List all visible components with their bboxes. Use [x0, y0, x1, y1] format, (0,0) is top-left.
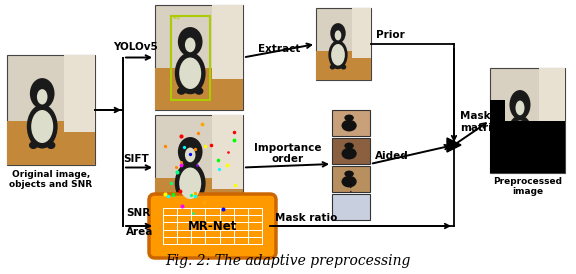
- Bar: [490, 68, 565, 173]
- Bar: [212, 5, 243, 78]
- Ellipse shape: [179, 58, 201, 89]
- Ellipse shape: [179, 167, 201, 199]
- Ellipse shape: [511, 121, 529, 152]
- Bar: [490, 121, 565, 173]
- Text: Fig. 2: The adaptive preprocessing: Fig. 2: The adaptive preprocessing: [165, 254, 411, 268]
- Bar: [332, 138, 370, 164]
- Text: Mask ratio: Mask ratio: [275, 213, 338, 223]
- Ellipse shape: [185, 38, 195, 52]
- Bar: [155, 5, 243, 110]
- Ellipse shape: [516, 101, 525, 115]
- Text: SIFT: SIFT: [123, 153, 149, 164]
- Text: YOLOv5: YOLOv5: [113, 42, 158, 53]
- Ellipse shape: [329, 64, 335, 70]
- Ellipse shape: [30, 78, 55, 109]
- FancyBboxPatch shape: [149, 194, 276, 258]
- Ellipse shape: [178, 137, 203, 166]
- Ellipse shape: [328, 40, 348, 69]
- Text: Original image,
objects and SNR: Original image, objects and SNR: [9, 170, 93, 189]
- Ellipse shape: [195, 198, 203, 205]
- Text: dog: dog: [173, 16, 180, 21]
- Ellipse shape: [344, 115, 354, 121]
- Bar: [539, 68, 565, 141]
- Text: MR-Net: MR-Net: [188, 219, 237, 233]
- Ellipse shape: [177, 87, 186, 95]
- Ellipse shape: [330, 23, 346, 43]
- Bar: [155, 178, 243, 220]
- Ellipse shape: [335, 30, 342, 40]
- Ellipse shape: [178, 27, 203, 56]
- Text: SNR: SNR: [126, 208, 150, 218]
- Ellipse shape: [342, 176, 357, 187]
- Text: Prior: Prior: [376, 30, 405, 40]
- Ellipse shape: [177, 198, 186, 205]
- Ellipse shape: [27, 104, 58, 149]
- Text: Extract: Extract: [258, 44, 301, 53]
- Bar: [332, 194, 370, 220]
- Ellipse shape: [31, 110, 53, 143]
- Bar: [212, 115, 243, 189]
- Text: Preprocessed
image: Preprocessed image: [493, 177, 562, 196]
- Bar: [7, 55, 95, 165]
- Ellipse shape: [524, 150, 531, 158]
- Bar: [155, 115, 243, 220]
- Bar: [490, 131, 565, 173]
- Text: Area: Area: [126, 227, 153, 237]
- Bar: [155, 68, 243, 110]
- Polygon shape: [447, 138, 461, 152]
- Ellipse shape: [342, 120, 357, 132]
- Bar: [316, 8, 371, 80]
- Text: Aided: Aided: [375, 151, 409, 161]
- Ellipse shape: [175, 162, 206, 204]
- Bar: [490, 99, 505, 121]
- Ellipse shape: [29, 141, 38, 149]
- Ellipse shape: [509, 150, 516, 158]
- Bar: [352, 8, 371, 58]
- Bar: [332, 110, 370, 136]
- Bar: [316, 51, 371, 80]
- Ellipse shape: [344, 170, 354, 177]
- Text: Importance
order: Importance order: [254, 143, 321, 164]
- Ellipse shape: [185, 148, 195, 162]
- Text: Mask
matrix: Mask matrix: [460, 112, 498, 133]
- Ellipse shape: [344, 142, 354, 149]
- Bar: [7, 121, 95, 165]
- Ellipse shape: [195, 87, 203, 95]
- Bar: [171, 16, 210, 99]
- Ellipse shape: [331, 44, 345, 65]
- Ellipse shape: [47, 141, 55, 149]
- Ellipse shape: [510, 90, 530, 119]
- Ellipse shape: [341, 64, 346, 70]
- Ellipse shape: [507, 115, 533, 157]
- Bar: [64, 55, 95, 132]
- Ellipse shape: [175, 52, 206, 94]
- Text: ⋮: ⋮: [346, 183, 356, 193]
- Bar: [332, 166, 370, 192]
- Ellipse shape: [37, 89, 47, 104]
- Ellipse shape: [342, 148, 357, 159]
